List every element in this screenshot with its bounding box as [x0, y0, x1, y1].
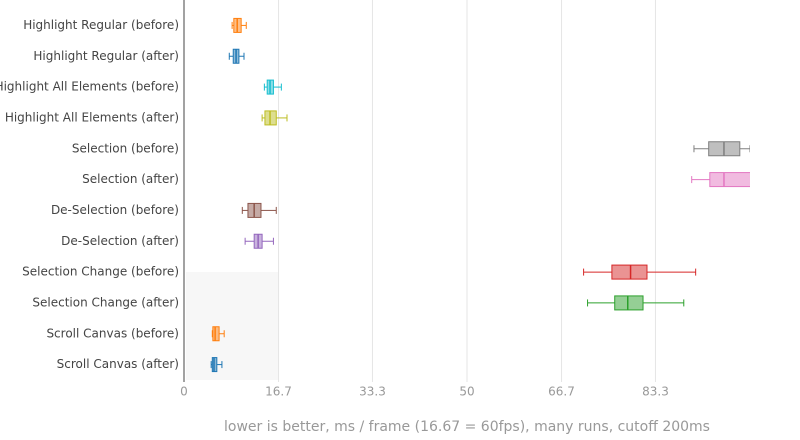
y-tick-label: Selection Change (before) [22, 265, 179, 279]
x-tick-label: 33.3 [359, 385, 386, 399]
box-plot [231, 17, 247, 33]
y-tick-label: De-Selection (after) [61, 234, 179, 248]
box-plot [211, 326, 225, 342]
box-plot [244, 233, 274, 249]
box [709, 172, 750, 188]
plot-area [210, 17, 750, 373]
x-tick-label: 66.7 [548, 385, 575, 399]
box [614, 295, 644, 311]
shaded-region [186, 272, 279, 380]
y-tick-label: Selection Change (after) [32, 295, 179, 309]
x-tick-label: 16.7 [265, 385, 292, 399]
y-tick-label: Selection (before) [72, 141, 179, 155]
y-tick-label: Highlight All Elements (before) [0, 80, 179, 94]
x-tick-label: 83.3 [642, 385, 669, 399]
box-plot [210, 357, 223, 373]
box-plot [691, 172, 750, 188]
box-plot [263, 79, 282, 95]
x-tick-label: 50 [459, 385, 474, 399]
y-tick-label: Selection (after) [82, 172, 179, 186]
box-plot [241, 202, 277, 218]
labels: 0 16.7 33.3 50 66.7 83.3 Highlight Regular (be… [0, 18, 669, 399]
y-tick-label: Highlight All Elements (after) [5, 110, 179, 124]
box-plot [261, 110, 288, 126]
y-tick-label: De-Selection (before) [51, 203, 179, 217]
box-plot [583, 264, 697, 280]
y-tick-label: Highlight Regular (after) [33, 49, 179, 63]
box [212, 326, 220, 342]
box-plot [693, 141, 750, 157]
x-tick-label: 0 [180, 385, 188, 399]
box-plot [228, 48, 245, 64]
y-tick-label: Scroll Canvas (after) [57, 357, 179, 371]
box [611, 264, 648, 280]
grid [183, 0, 656, 382]
box-plot [587, 295, 685, 311]
y-tick-label: Highlight Regular (before) [23, 18, 179, 32]
x-axis-title: lower is better, ms / frame (16.67 = 60f… [224, 419, 710, 435]
y-tick-label: Scroll Canvas (before) [46, 326, 179, 340]
